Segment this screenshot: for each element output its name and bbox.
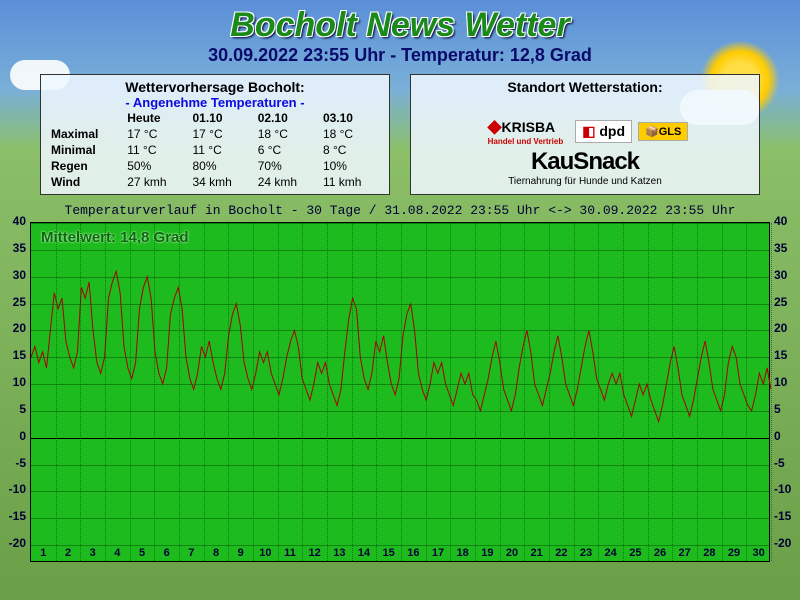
- y-axis-label: 0: [774, 429, 798, 443]
- y-axis-label: 10: [2, 375, 26, 389]
- x-axis-label: 17: [432, 547, 444, 559]
- x-axis-label: 29: [728, 547, 740, 559]
- y-axis-label: 30: [2, 268, 26, 282]
- y-axis-label: -20: [774, 536, 798, 550]
- x-axis-label: 30: [753, 547, 765, 559]
- y-axis-label: 5: [2, 402, 26, 416]
- x-axis-label: 24: [605, 547, 617, 559]
- y-axis-label: 20: [2, 321, 26, 335]
- x-axis-label: 14: [358, 547, 370, 559]
- forecast-title: Wettervorhersage Bocholt:: [47, 79, 383, 95]
- sponsor-dpd: ◧ dpd: [575, 120, 632, 143]
- y-axis-label: -5: [2, 456, 26, 470]
- table-row: Wind27 kmh34 kmh24 kmh11 kmh: [47, 174, 383, 190]
- sponsor-kausnack-sub: Tiernahrung für Hunde und Katzen: [508, 176, 662, 187]
- table-row: Regen50%80%70%10%: [47, 158, 383, 174]
- station-panel: Standort Wetterstation: ◆KRISBA Handel u…: [410, 74, 760, 195]
- forecast-table: Heute01.1002.1003.10 Maximal17 °C17 °C18…: [47, 110, 383, 190]
- table-row: Minimal11 °C11 °C6 °C8 °C: [47, 142, 383, 158]
- x-axis-label: 25: [629, 547, 641, 559]
- y-axis-label: 35: [2, 241, 26, 255]
- y-axis-label: 25: [2, 295, 26, 309]
- forecast-col: 02.10: [254, 110, 319, 126]
- y-axis-label: 35: [774, 241, 798, 255]
- page-title: Bocholt News Wetter: [0, 0, 800, 45]
- x-axis-label: 19: [481, 547, 493, 559]
- y-axis-label: 40: [2, 214, 26, 228]
- sponsor-kausnack: KauSnack: [531, 148, 639, 176]
- forecast-panel: Wettervorhersage Bocholt: - Angenehme Te…: [40, 74, 390, 195]
- x-axis-label: 12: [309, 547, 321, 559]
- y-axis-label: 40: [774, 214, 798, 228]
- y-axis-label: 20: [774, 321, 798, 335]
- x-axis-label: 7: [188, 547, 194, 559]
- y-axis-label: 15: [2, 348, 26, 362]
- x-axis-label: 10: [259, 547, 271, 559]
- x-axis-label: 26: [654, 547, 666, 559]
- forecast-col: [47, 110, 123, 126]
- sponsor-krisba: ◆KRISBA Handel und Vertrieb: [482, 114, 570, 148]
- x-axis-label: 2: [65, 547, 71, 559]
- y-axis-label: 15: [774, 348, 798, 362]
- station-title: Standort Wetterstation:: [417, 79, 753, 95]
- y-axis-label: 30: [774, 268, 798, 282]
- x-axis-label: 5: [139, 547, 145, 559]
- y-axis-label: -15: [774, 509, 798, 523]
- x-axis-label: 23: [580, 547, 592, 559]
- y-axis-label: 10: [774, 375, 798, 389]
- x-axis-label: 20: [506, 547, 518, 559]
- x-axis-label: 4: [114, 547, 120, 559]
- x-axis-label: 9: [238, 547, 244, 559]
- x-axis-label: 13: [333, 547, 345, 559]
- forecast-col: 01.10: [188, 110, 253, 126]
- y-axis-label: -10: [774, 482, 798, 496]
- x-axis-label: 8: [213, 547, 219, 559]
- y-axis-label: -5: [774, 456, 798, 470]
- sponsor-gls: 📦GLS: [638, 122, 688, 141]
- x-axis-label: 21: [531, 547, 543, 559]
- table-row: Maximal17 °C17 °C18 °C18 °C: [47, 126, 383, 142]
- forecast-col: Heute: [123, 110, 188, 126]
- forecast-subtitle: - Angenehme Temperaturen -: [47, 95, 383, 110]
- x-axis-label: 22: [555, 547, 567, 559]
- forecast-col: 03.10: [319, 110, 383, 126]
- y-axis-label: 0: [2, 429, 26, 443]
- x-axis-label: 1: [40, 547, 46, 559]
- x-axis-label: 28: [703, 547, 715, 559]
- x-axis-label: 6: [164, 547, 170, 559]
- x-axis-label: 3: [90, 547, 96, 559]
- x-axis-label: 15: [383, 547, 395, 559]
- y-axis-label: 25: [774, 295, 798, 309]
- y-axis-label: 5: [774, 402, 798, 416]
- temperature-chart: Mittelwert: 14,8 Grad 123456789101112131…: [30, 222, 770, 562]
- x-axis-label: 27: [679, 547, 691, 559]
- x-axis-label: 16: [407, 547, 419, 559]
- chart-container: Mittelwert: 14,8 Grad 123456789101112131…: [8, 222, 792, 562]
- y-axis-label: -15: [2, 509, 26, 523]
- page-subtitle: 30.09.2022 23:55 Uhr - Temperatur: 12,8 …: [0, 45, 800, 66]
- x-axis-label: 18: [457, 547, 469, 559]
- y-axis-label: -10: [2, 482, 26, 496]
- y-axis-label: -20: [2, 536, 26, 550]
- x-axis-label: 11: [284, 547, 296, 559]
